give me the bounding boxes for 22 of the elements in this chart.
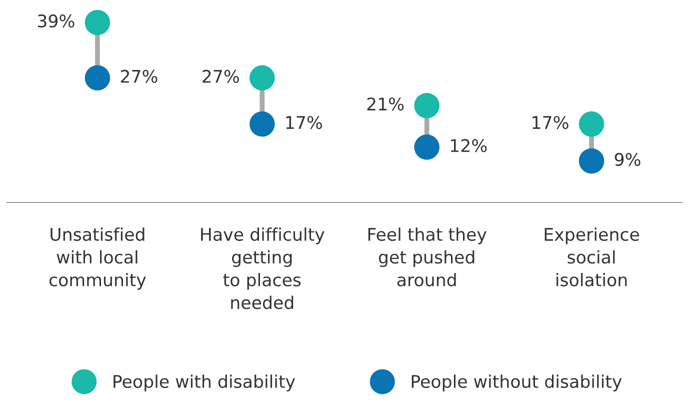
point bbox=[414, 134, 440, 160]
point bbox=[578, 148, 604, 174]
x-tick-label: Have difficulty getting to places needed bbox=[201, 228, 324, 310]
legend-label: People without disability bbox=[412, 374, 622, 392]
data-label: 12% bbox=[450, 139, 487, 152]
point bbox=[84, 10, 110, 36]
data-label: 27% bbox=[202, 70, 239, 83]
x-tick-label: Experience social isolation bbox=[544, 228, 640, 286]
data-label: 27% bbox=[120, 70, 158, 83]
point bbox=[250, 111, 275, 137]
data-label: 21% bbox=[367, 97, 404, 111]
data-label: 17% bbox=[532, 116, 568, 130]
data-label: 17% bbox=[286, 116, 322, 130]
x-tick-label: Feel that they get pushed around bbox=[368, 228, 486, 286]
data-label: 39% bbox=[38, 14, 74, 28]
point bbox=[414, 92, 440, 118]
point bbox=[578, 111, 604, 137]
legend-label: People with disability bbox=[114, 374, 296, 392]
point bbox=[84, 65, 110, 90]
point bbox=[250, 65, 275, 90]
data-label: 9% bbox=[614, 152, 640, 166]
x-tick-label: Unsatisfied with local community bbox=[49, 228, 146, 290]
